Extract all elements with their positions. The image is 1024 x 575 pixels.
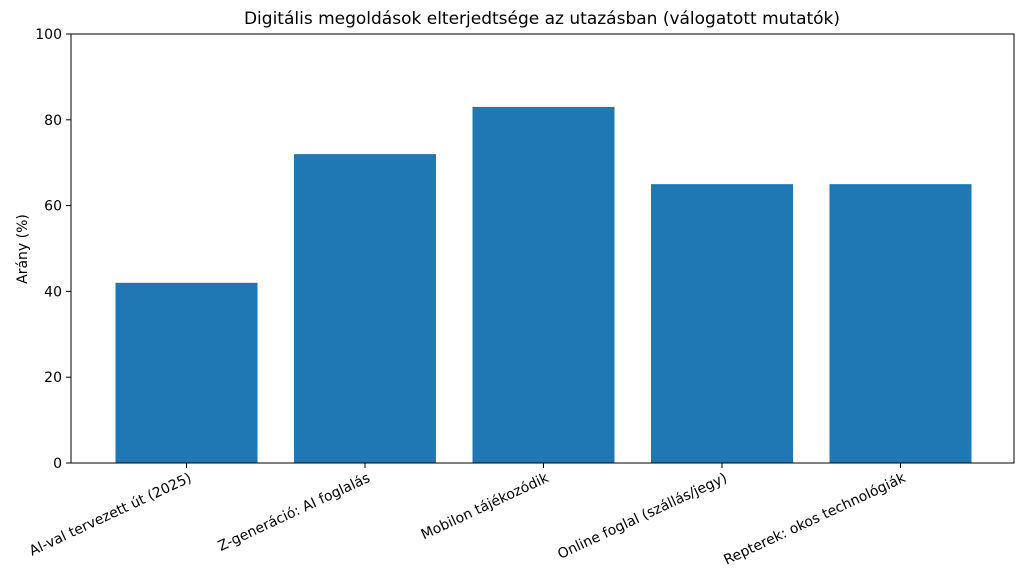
bar-4 bbox=[651, 184, 793, 463]
y-tick-label: 40 bbox=[44, 284, 62, 300]
x-axis-ticks: AI-val tervezett út (2025) Z-generáció: A… bbox=[27, 463, 909, 569]
bar-2 bbox=[294, 154, 436, 463]
y-axis-label: Arány (%) bbox=[15, 214, 31, 284]
x-tick-label: Repterek: okos technológiák bbox=[721, 470, 909, 569]
y-tick-label: 20 bbox=[44, 370, 62, 386]
y-tick-label: 100 bbox=[35, 27, 62, 43]
y-tick-label: 60 bbox=[44, 199, 62, 215]
bar-1 bbox=[115, 282, 258, 463]
x-tick-label: Z-generáció: AI foglalás bbox=[216, 470, 373, 555]
bars-group bbox=[115, 106, 972, 464]
bar-5 bbox=[829, 184, 972, 463]
y-tick-label: 0 bbox=[53, 456, 62, 472]
bar-3 bbox=[472, 106, 615, 464]
x-tick-label: Online foglal (szállás/jegy) bbox=[555, 470, 729, 563]
y-axis-ticks: 0 20 40 60 80 100 bbox=[35, 27, 71, 472]
chart-title: Digitális megoldások elterjedtsége az ut… bbox=[244, 9, 840, 29]
x-tick-label: AI-val tervezett út (2025) bbox=[27, 470, 194, 559]
y-tick-label: 80 bbox=[44, 113, 62, 129]
plot-frame bbox=[70, 33, 1015, 464]
x-tick-label: Mobilon tájékozódik bbox=[419, 470, 552, 544]
